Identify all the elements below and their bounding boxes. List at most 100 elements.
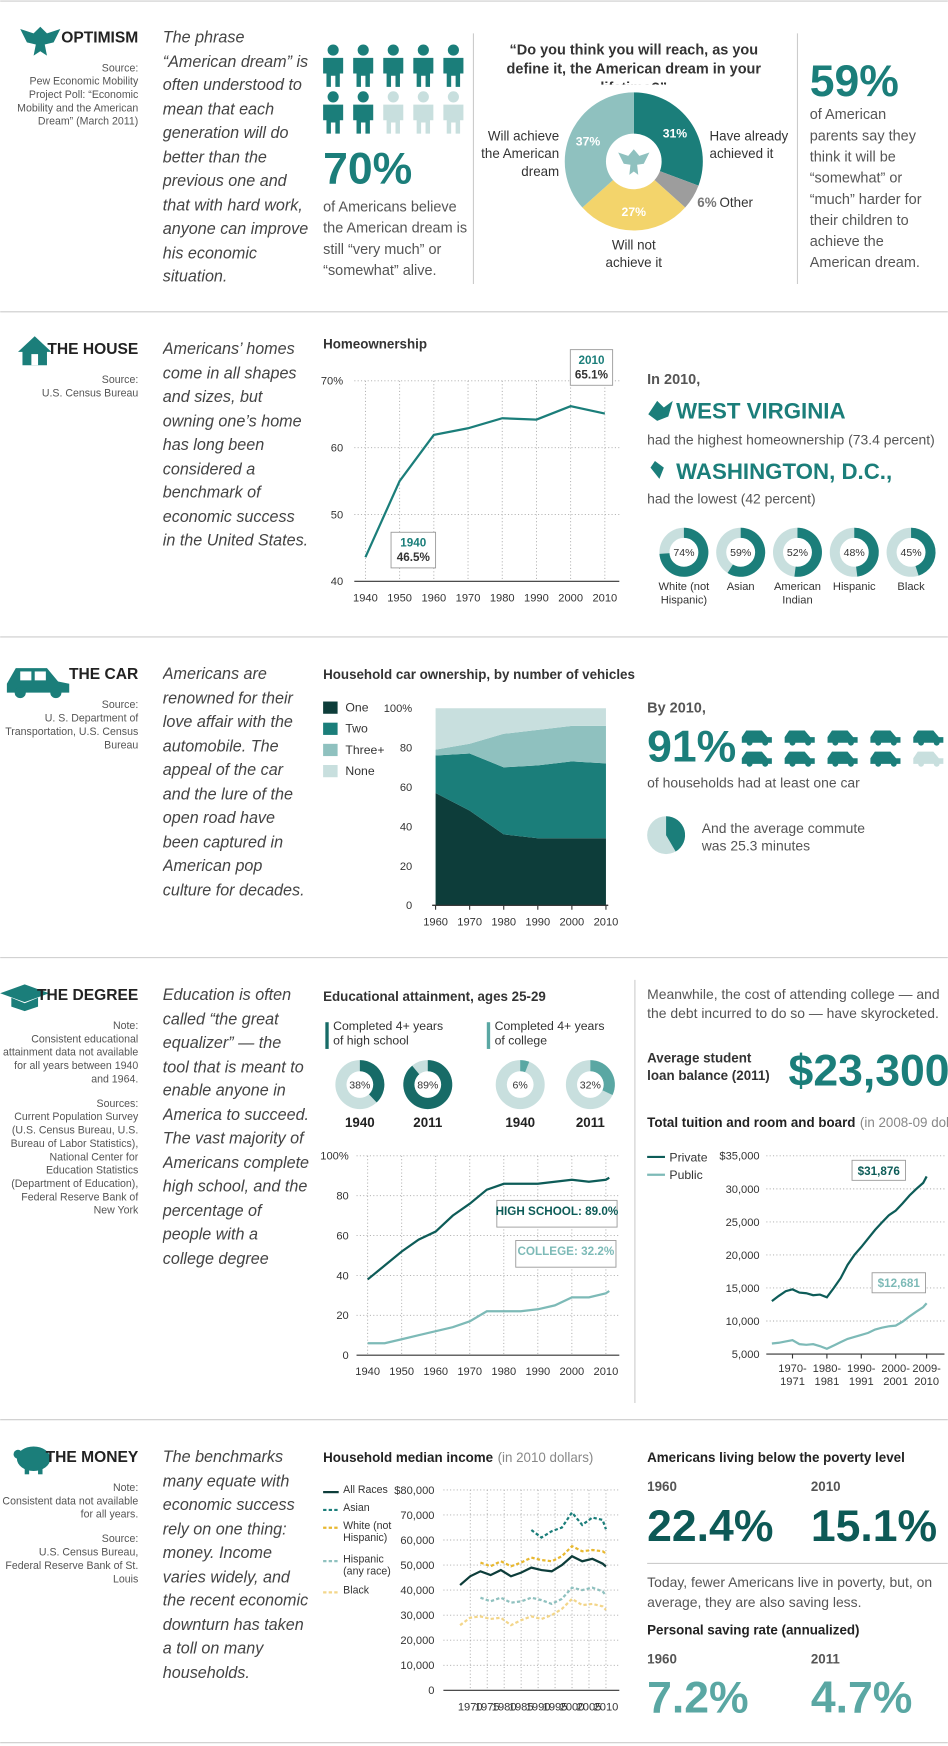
stat-text: of Americans believe the American dream …: [323, 198, 468, 279]
person-body: [383, 57, 404, 87]
pie-category-label-box: Will achieve the American dream: [481, 128, 559, 179]
section-title: THE CAR: [69, 666, 138, 683]
x-tick-label-box: 1970-1971: [778, 1363, 806, 1389]
body-text-box: And the average commute was 25.3 minutes: [701, 820, 865, 855]
notes-box: Source:U. S. Department of Transportatio…: [5, 699, 139, 752]
note-text: U. S. Department of Transportation, U.S.…: [5, 712, 139, 752]
line: [364, 405, 606, 558]
donut-category: 1940: [345, 1115, 375, 1130]
pie-slice: [582, 161, 686, 231]
chart-subtitle: (in 2008-09 dollars): [860, 1115, 948, 1130]
x-tick-label: 2000: [559, 1366, 584, 1378]
y-tick-label: 60,000: [400, 1535, 434, 1547]
y-tick-label: 40,000: [400, 1585, 434, 1597]
legend-swatch: [323, 701, 338, 714]
x-tick-label: 2000: [558, 592, 583, 604]
wheel: [890, 739, 897, 746]
donut-category: White (not Hispanic): [658, 581, 710, 607]
donut-hole: [726, 537, 756, 567]
line: [480, 1544, 607, 1568]
note-text: Current Population Survey (U.S. Census B…: [10, 1111, 139, 1218]
year-label: 2010: [811, 1479, 841, 1494]
intro-box: Americans’ homes come in all shapes and …: [163, 341, 308, 550]
y-tick-label: 30,000: [400, 1610, 434, 1622]
donut-label: 52%: [787, 547, 809, 559]
car: [784, 751, 815, 764]
car-pictograph: [741, 730, 944, 767]
y-tick-label: $35,000: [719, 1151, 759, 1163]
pie-value-label: 37%: [576, 134, 601, 148]
person-head: [387, 44, 399, 56]
person-body: [413, 57, 434, 87]
car: [913, 730, 944, 743]
line: [480, 1586, 607, 1606]
donut-label: 6%: [513, 1079, 529, 1091]
x-tick-label: 1940: [353, 592, 378, 604]
legend-label-box: White (not Hispanic): [343, 1519, 392, 1545]
legend-label: Asian: [343, 1502, 370, 1515]
wheel: [848, 760, 854, 767]
annotation-box: [871, 1272, 926, 1294]
legend-label-box: All Races: [343, 1484, 388, 1496]
donut-label: 74%: [673, 547, 695, 559]
big-stat: 59%: [810, 57, 899, 106]
wheel: [890, 760, 897, 767]
note-label: Source:: [101, 374, 139, 387]
y-tick-label: 40: [331, 576, 343, 588]
intro-box: Americans are renowned for their love af…: [163, 666, 305, 899]
donut-category-box: White (not Hispanic): [658, 581, 710, 607]
y-tick-label: 30,000: [726, 1184, 760, 1196]
pie-category-label-box: Will not achieve it: [606, 237, 662, 270]
lead-text: By 2010,: [647, 701, 706, 717]
x-tick-label: 2010: [594, 1366, 619, 1378]
x-tick-label: 1970: [456, 592, 481, 604]
note-label: Note:: [112, 1482, 139, 1495]
annotation-text: 65.1%: [575, 369, 609, 382]
person-body: [353, 104, 374, 134]
chart-title: Household median income (in 2010 dollars): [323, 1450, 593, 1465]
legend-label: Public: [669, 1168, 702, 1182]
legend-label: Two: [345, 722, 368, 736]
legend-swatch: [323, 743, 338, 757]
note-text: Pew Economic Mobility Project Poll: “Eco…: [17, 75, 139, 129]
y-tick-label: 60: [331, 443, 343, 455]
line: [530, 1510, 607, 1539]
annotation-text: HIGH SCHOOL: 89.0%: [496, 1205, 619, 1218]
donut-hole: [783, 537, 812, 567]
chart-title: Total tuition and room and board (in 2008…: [647, 1115, 948, 1130]
section-title: THE MONEY: [46, 1449, 139, 1466]
stat-text-box: of American parents say they think it wi…: [810, 106, 922, 271]
annotation-text: $31,876: [858, 1165, 901, 1178]
x-tick-label: 1990-1991: [847, 1362, 876, 1389]
legend-label: Private: [669, 1150, 707, 1164]
x-tick-label: 1985: [509, 1701, 534, 1713]
note-label: Source:: [101, 1533, 139, 1546]
donut-category-box: American Indian: [774, 581, 821, 606]
body-text: had the highest homeownership (73.4 perc…: [647, 431, 935, 447]
big-stat: 91%: [647, 723, 736, 772]
annotation-box: [851, 1159, 906, 1181]
pie-value-label: 31%: [663, 126, 688, 140]
y-tick-label: 100%: [320, 1151, 349, 1163]
x-tick-label: 1995: [543, 1701, 568, 1713]
x-tick-label: 1980: [491, 1366, 516, 1378]
eagle-icon: [20, 26, 61, 56]
car: [827, 730, 858, 743]
stat-text-box: of Americans believe the American dream …: [323, 198, 468, 279]
annotation-text: 2010: [578, 354, 605, 367]
annotation-box: [569, 349, 614, 386]
pie-category-label: Have already achieved it: [709, 128, 789, 162]
section-heading: Personal saving rate (annualized): [647, 1623, 859, 1638]
x-tick-label-box: 1980-1981: [813, 1363, 841, 1389]
person-head: [357, 44, 369, 56]
x-tick-label: 1950: [389, 1366, 414, 1378]
wheel: [762, 739, 769, 746]
person-body: [443, 104, 464, 134]
x-tick-label: 1970: [457, 916, 482, 928]
loan-label-box: Average student loan balance (2011): [647, 1050, 770, 1083]
body-text: And the average commute was 25.3 minutes: [701, 820, 865, 855]
car-icon: [6, 668, 70, 699]
car: [870, 751, 901, 764]
chart-title: Household car ownership, by number of ve…: [323, 667, 635, 682]
legend-label: White (not Hispanic): [343, 1519, 392, 1545]
